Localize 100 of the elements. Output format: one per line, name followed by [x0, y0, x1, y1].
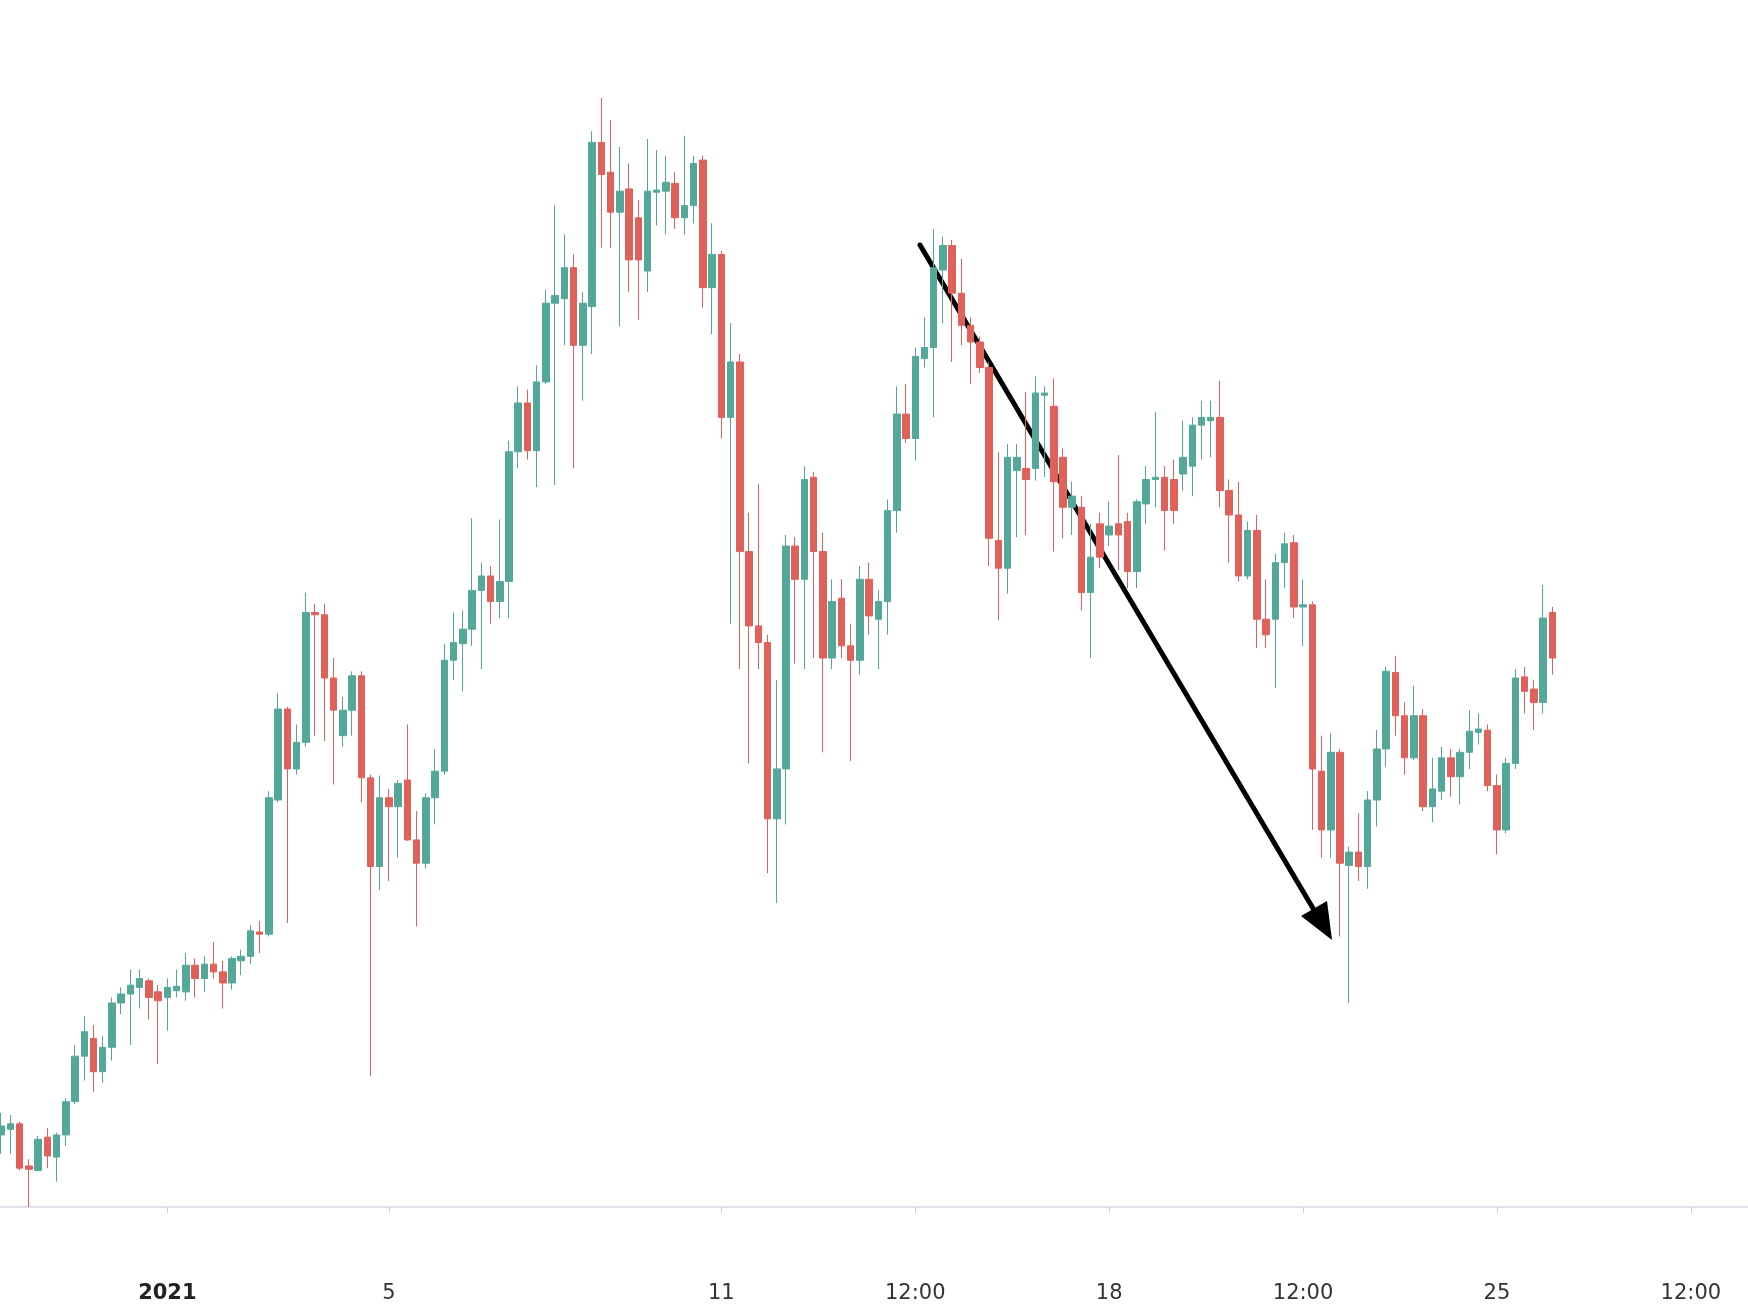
candlestick [1179, 420, 1187, 492]
candlestick [930, 228, 937, 418]
candlestick [893, 385, 901, 534]
candlestick [653, 149, 660, 227]
candlestick [413, 810, 420, 927]
candlestick [819, 532, 827, 753]
candlestick [1484, 724, 1491, 792]
candlestick [330, 657, 337, 785]
candlestick [1456, 748, 1464, 805]
candlestick [1530, 679, 1538, 731]
x-tick-label: 12:00 [1272, 1279, 1334, 1304]
candlestick [690, 155, 697, 224]
x-tick-label: 12:00 [1660, 1279, 1722, 1304]
candlestick [1447, 748, 1455, 798]
candlestick [1198, 400, 1205, 461]
candlestick [1521, 666, 1528, 714]
candlestick [801, 465, 808, 670]
candlestick [939, 236, 947, 324]
candlestick [1401, 701, 1408, 775]
candlestick [1309, 600, 1316, 831]
candlestick [1124, 512, 1131, 589]
x-tick-label: 2021 [138, 1279, 197, 1304]
candlestick [570, 253, 577, 469]
candlestick [625, 162, 633, 293]
candlestick [450, 612, 457, 681]
candlestick [99, 1035, 106, 1084]
candlestick [1327, 732, 1335, 859]
candlestick [1466, 709, 1473, 770]
x-tick-label: 11 [707, 1279, 735, 1304]
candlestick [127, 969, 134, 1046]
candlestick [828, 578, 836, 670]
candlestick [394, 779, 402, 859]
candlestick [201, 955, 208, 993]
candlestick [1032, 375, 1039, 482]
candlestick [34, 1135, 42, 1171]
candlestick [7, 1114, 14, 1155]
candlestick [1235, 481, 1242, 583]
candlestick [1272, 553, 1279, 689]
candlestick [1170, 459, 1178, 525]
candlestick [1105, 501, 1113, 547]
candlestick [210, 941, 217, 980]
candlestick [810, 471, 817, 659]
candlestick [1115, 454, 1122, 571]
candlestick [875, 589, 882, 670]
candlestick [293, 724, 300, 775]
candlestick [81, 1015, 88, 1082]
candlestick [404, 724, 411, 842]
candlestick [533, 364, 540, 488]
candlestick [90, 1024, 97, 1093]
candlestick [1355, 812, 1362, 882]
candlestick [1290, 534, 1298, 619]
candlestick [1429, 757, 1436, 823]
candlestick [718, 250, 725, 439]
candlestick [1438, 746, 1445, 801]
candlestick [1161, 465, 1168, 551]
candlestick [1549, 606, 1556, 676]
candlestick [1392, 655, 1399, 737]
candlestick [311, 603, 319, 737]
candlestick [791, 536, 799, 665]
candlestick [1096, 512, 1104, 569]
candlestick [681, 135, 688, 235]
candlestick [1281, 532, 1288, 589]
candlestick [367, 773, 374, 1077]
candlestick [847, 623, 854, 762]
candlestick [1013, 443, 1021, 538]
candlestick [182, 952, 190, 1002]
candlestick [671, 171, 679, 230]
candlestick [1041, 385, 1048, 478]
candlestick [524, 389, 531, 461]
candlestick [1419, 708, 1427, 812]
candlestick [164, 978, 171, 1032]
candlestick [136, 969, 143, 1009]
candlestick [838, 578, 845, 659]
candlestick [708, 222, 716, 335]
candlestick [358, 670, 365, 803]
candlestick [25, 1158, 33, 1208]
candlestick [912, 347, 919, 462]
x-tick-label: 5 [382, 1279, 396, 1304]
candlestick [662, 155, 670, 235]
candlestick [755, 483, 762, 670]
candlestick [376, 775, 383, 891]
candlestick [616, 146, 624, 327]
candlestick [173, 969, 180, 998]
candlestick [1336, 748, 1344, 937]
candlestick [1207, 400, 1214, 458]
candlestick [1244, 521, 1251, 580]
candlestick [44, 1127, 51, 1169]
candlestick [385, 788, 393, 882]
candlestick [1004, 443, 1011, 595]
candlestick [1345, 846, 1353, 1004]
candlestick [921, 317, 928, 368]
candlestick [1475, 713, 1482, 746]
candlestick [478, 562, 485, 670]
candlestick [1022, 391, 1030, 536]
candlestick [561, 233, 568, 346]
candlestick [256, 920, 263, 954]
x-tick-label: 18 [1095, 1279, 1123, 1304]
candlestick [635, 199, 642, 321]
candlestick [284, 706, 291, 924]
candlestick [1189, 416, 1196, 497]
